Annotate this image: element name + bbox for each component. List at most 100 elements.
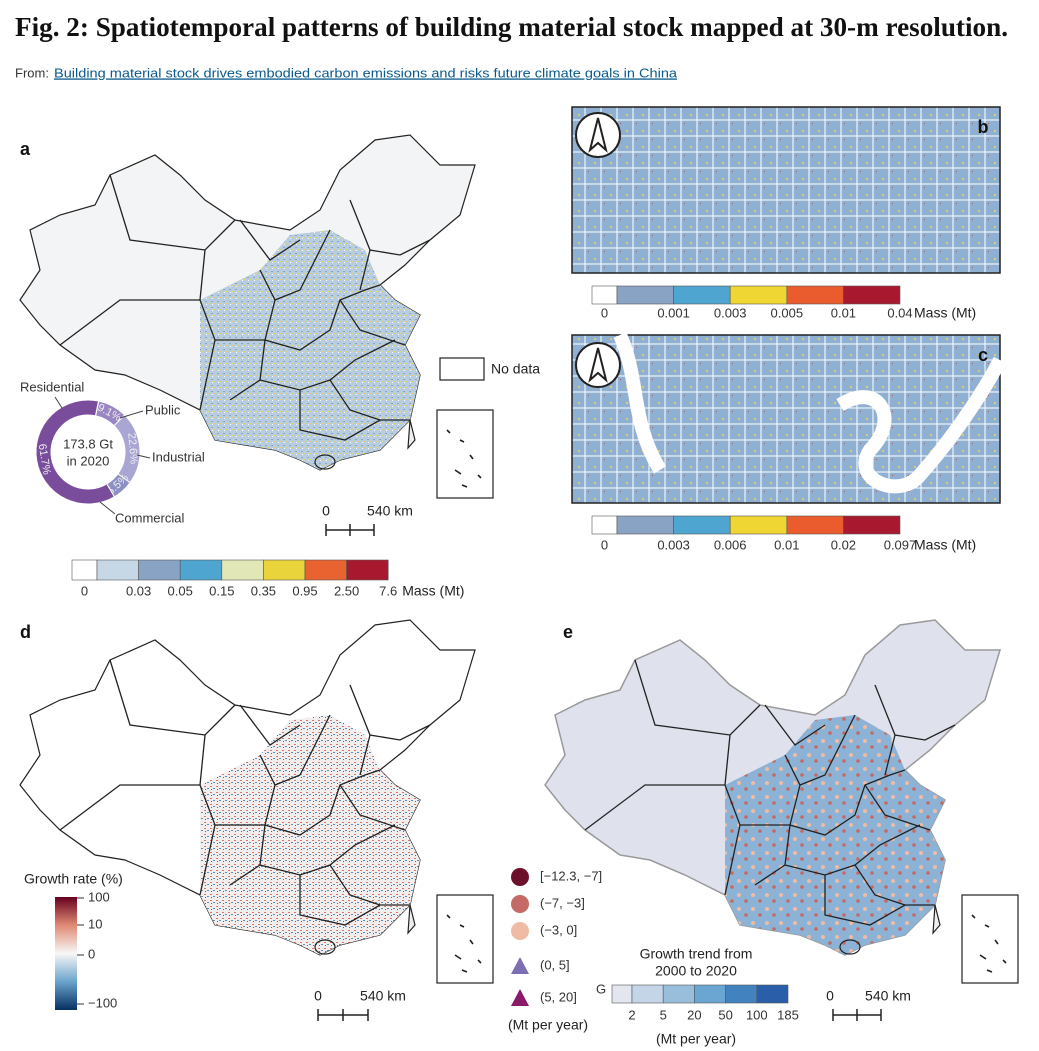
colorbar-unit: Mass (Mt) bbox=[914, 537, 976, 553]
scale-bar bbox=[325, 524, 375, 536]
north-arrow-icon bbox=[588, 117, 608, 153]
colorbar-cell bbox=[673, 285, 731, 305]
donut-segment bbox=[35, 399, 116, 505]
colorbar-cell bbox=[729, 285, 788, 305]
colorbar-cell bbox=[662, 984, 695, 1004]
colorbar-tick: 100 bbox=[88, 889, 110, 904]
colorbar-tick: 0 bbox=[81, 583, 88, 598]
legend-symbol bbox=[511, 868, 529, 886]
legend: [−12.3, −7] (−7, −3] (−3, 0] (0, 5] (5, 20] bbox=[511, 868, 602, 1006]
leader-lines bbox=[54, 396, 151, 515]
north-arrow bbox=[575, 112, 621, 158]
colorbar-tick: 0.001 bbox=[657, 305, 690, 320]
no-data-label: No data bbox=[491, 361, 540, 377]
colorbar-tick: 7.6 bbox=[379, 583, 397, 598]
colorbar-unit: Mass (Mt) bbox=[402, 583, 464, 599]
legend-unit: (Mt per year) bbox=[508, 1017, 588, 1033]
colorbar-cell bbox=[611, 984, 633, 1004]
colorbar-tick: 20 bbox=[687, 1007, 701, 1022]
no-data-swatch bbox=[439, 357, 485, 381]
colorbar-tick: 185 bbox=[777, 1007, 799, 1022]
donut-chart: 9.1%22.6%6.5%61.7% bbox=[35, 399, 141, 505]
colorbar-tick: 0.05 bbox=[168, 583, 193, 598]
colorbar-tick: 0.097 bbox=[884, 537, 917, 552]
panel-a: a No data 0 540 km 9.1%22.6%6.5%61.7% 17… bbox=[19, 134, 540, 599]
scale-label: 540 km bbox=[360, 988, 406, 1004]
colorbar-cell bbox=[304, 559, 347, 581]
colorbar-tick: 0.003 bbox=[657, 537, 690, 552]
colorbar-cell bbox=[96, 559, 139, 581]
legend-title: Growth rate (%) bbox=[24, 871, 123, 887]
colorbar-cell bbox=[756, 984, 789, 1004]
donut-center: 173.8 Gt bbox=[63, 436, 113, 451]
colorbar-cell bbox=[673, 515, 731, 535]
legend: 0 0.03 0.05 0.15 0.35 0.95 2.50 7.6 Mass (Mt) bbox=[71, 559, 464, 599]
colorbar-tick: 0.04 bbox=[887, 305, 912, 320]
colorbar-cell bbox=[786, 515, 844, 535]
scale-zero: 0 bbox=[314, 988, 322, 1004]
colorbar-unit: Mass (Mt) bbox=[914, 305, 976, 321]
trend-prefix: G bbox=[596, 981, 606, 996]
north-arrow bbox=[575, 342, 621, 388]
panel-letter: d bbox=[20, 622, 31, 642]
legend-label: (−7, −3] bbox=[540, 895, 585, 910]
colorbar-tick: 50 bbox=[718, 1007, 732, 1022]
legend-symbol bbox=[511, 895, 529, 913]
colorbar-cell bbox=[616, 285, 674, 305]
colorbar-tick: 0 bbox=[88, 946, 95, 961]
colorbar-cell bbox=[71, 559, 98, 581]
trend-title: Growth trend from bbox=[640, 946, 753, 962]
legend-symbol bbox=[511, 922, 529, 940]
donut-name: Industrial bbox=[152, 449, 205, 464]
colorbar-cell bbox=[591, 285, 618, 305]
donut-value-label: 61.7% bbox=[36, 443, 53, 476]
colorbar-cell bbox=[725, 984, 758, 1004]
colorbar-tick: 0.003 bbox=[714, 305, 747, 320]
colorbar-tick: 0.15 bbox=[209, 583, 234, 598]
north-arrow-icon bbox=[588, 347, 608, 383]
colorbar-cell bbox=[263, 559, 306, 581]
panel-e: e [−12.3, −7] (−7, −3] (−3, 0] (0, 5] (5, 20… bbox=[508, 619, 1019, 1047]
scale-bar bbox=[317, 1009, 369, 1021]
scale-zero: 0 bbox=[322, 503, 330, 519]
colorbar-cell bbox=[591, 515, 618, 535]
colorbar-tick: 0.01 bbox=[831, 305, 856, 320]
article-link-text[interactable]: Building material stock drives embodied … bbox=[54, 65, 678, 80]
panel-letter: e bbox=[563, 622, 573, 642]
colorbar-tick: 0 bbox=[601, 537, 608, 552]
colorbar-ticks bbox=[77, 897, 84, 1005]
legend-label: (5, 20] bbox=[540, 989, 577, 1004]
colorbar-tick: 0.35 bbox=[251, 583, 276, 598]
colorbar-tick: 2 bbox=[628, 1007, 635, 1022]
article-link[interactable]: Building material stock drives embodied … bbox=[54, 65, 678, 80]
colorbar-cell bbox=[346, 559, 389, 581]
colorbar-cell bbox=[843, 515, 901, 535]
legend-symbol bbox=[511, 957, 529, 974]
panel-d: d Growth rate (%) 100 10 0 −100 0 540 km bbox=[19, 619, 494, 1021]
donut-center: in 2020 bbox=[67, 453, 110, 468]
colorbar-tick: 2.50 bbox=[334, 583, 359, 598]
colorbar-cell bbox=[786, 285, 844, 305]
legend-label: (−3, 0] bbox=[540, 922, 577, 937]
legend: 0 0.001 0.003 0.005 0.01 0.04 Mass (Mt) bbox=[591, 285, 976, 321]
panel-b: b 0 0.001 0.003 0.005 0.01 0.04 Mass (Mt) bbox=[571, 106, 1001, 321]
colorbar-tick: 0.006 bbox=[714, 537, 747, 552]
colorbar-tick: 0.005 bbox=[771, 305, 804, 320]
panel-letter: b bbox=[978, 117, 989, 137]
colorbar-tick: 10 bbox=[88, 916, 102, 931]
colorbar-cell bbox=[729, 515, 788, 535]
legend: 2 5 20 50 100 185 bbox=[611, 984, 799, 1022]
colorbar-tick: 0.95 bbox=[292, 583, 317, 598]
colorbar-cell bbox=[221, 559, 264, 581]
figure-title: Fig. 2: Spatiotemporal patterns of build… bbox=[15, 12, 1008, 42]
colorbar bbox=[55, 897, 77, 1010]
trend-unit: (Mt per year) bbox=[656, 1031, 736, 1047]
colorbar-cell bbox=[694, 984, 726, 1004]
colorbar-tick: 0 bbox=[601, 305, 608, 320]
colorbar-cell bbox=[843, 285, 901, 305]
colorbar-tick: 0.01 bbox=[774, 537, 799, 552]
panel-letter: a bbox=[20, 139, 31, 159]
